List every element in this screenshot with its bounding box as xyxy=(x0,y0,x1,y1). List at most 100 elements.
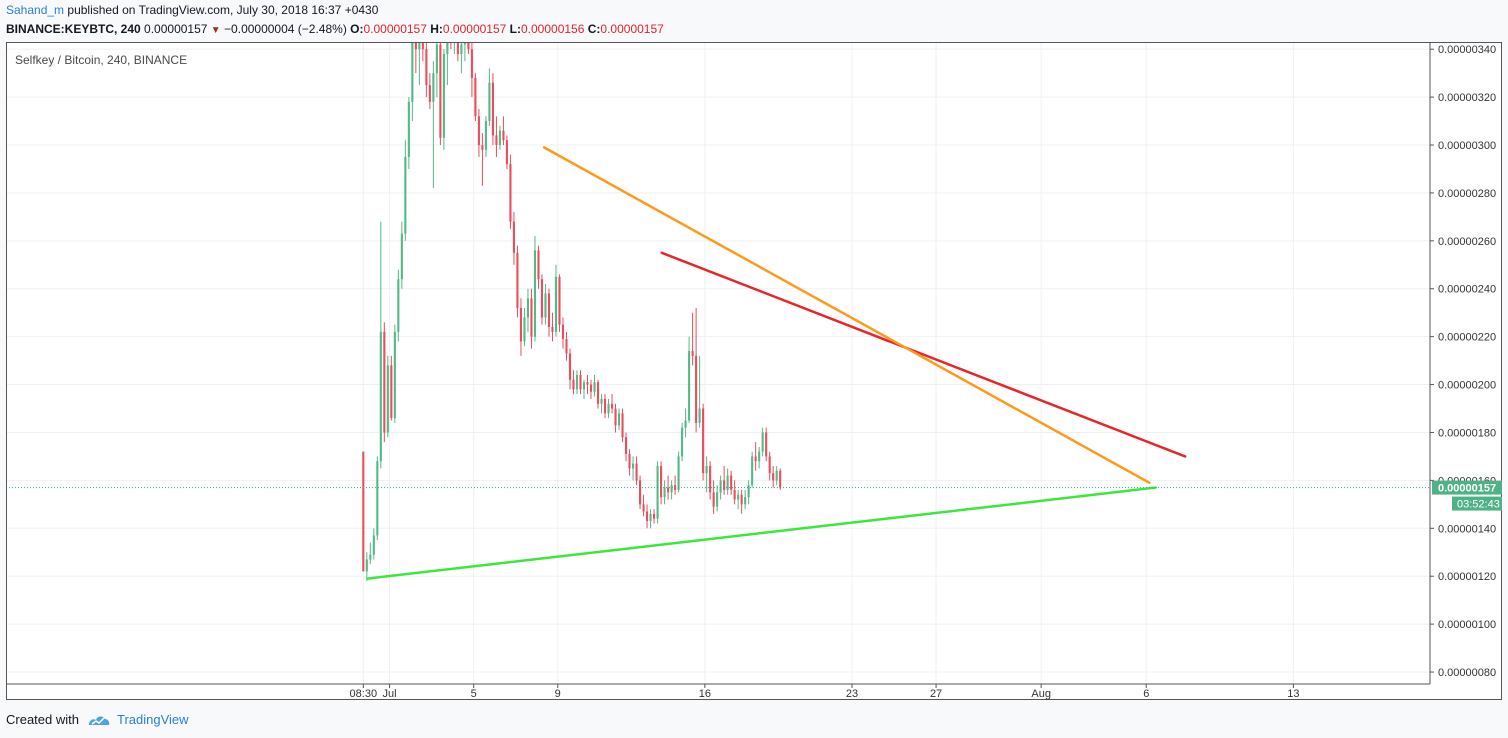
candle-up xyxy=(688,336,691,423)
author-link[interactable]: Sahand_m xyxy=(6,3,65,17)
candle-body xyxy=(765,432,768,457)
time-tick-label: 23 xyxy=(846,688,858,700)
candle-down xyxy=(474,73,477,122)
candle-down xyxy=(516,245,519,318)
candle-up xyxy=(523,307,526,347)
candle-body xyxy=(523,317,526,342)
candle-down xyxy=(519,298,523,356)
candle-body xyxy=(712,492,715,507)
close-label: C: xyxy=(587,22,601,36)
trendlines[interactable] xyxy=(366,146,1187,580)
candle-down xyxy=(754,442,757,471)
candle-body xyxy=(589,384,593,392)
candle-up xyxy=(617,408,621,431)
candle-body xyxy=(653,513,656,519)
price-change: −0.00000004 (−2.48%) xyxy=(224,22,347,36)
candle-body xyxy=(418,37,421,50)
candle-down xyxy=(610,394,614,414)
candle-body xyxy=(411,37,414,102)
open-label: O: xyxy=(350,22,364,36)
publish-info: Sahand_m published on TradingView.com, J… xyxy=(6,3,378,17)
candle-body xyxy=(737,494,740,500)
candle-body xyxy=(519,307,523,342)
candle-body xyxy=(624,437,628,455)
candle-down xyxy=(628,449,631,476)
candle-down xyxy=(596,379,600,409)
last-price: 0.00000157 xyxy=(144,22,208,36)
candle-body xyxy=(397,279,400,332)
candle-down xyxy=(603,394,607,419)
candle-down xyxy=(456,37,459,62)
candle-body xyxy=(467,37,470,50)
candle-down xyxy=(667,475,670,500)
candle-body xyxy=(488,82,491,122)
candle-up xyxy=(442,49,445,150)
candle-body xyxy=(747,485,750,498)
candle-down xyxy=(772,466,775,488)
candle-body xyxy=(460,44,463,54)
candle-body xyxy=(442,53,445,138)
candle-down xyxy=(709,461,712,500)
symbol-info-bar: BINANCE:KEYBTC, 240 0.00000157 ▼ −0.0000… xyxy=(6,22,664,36)
candle-body xyxy=(649,513,652,522)
footer: Created with TradingView xyxy=(6,712,189,727)
candle-body xyxy=(365,559,368,572)
candle-body xyxy=(362,451,365,572)
candle-down xyxy=(730,470,733,495)
candle-body xyxy=(516,252,519,308)
time-tick-label: 27 xyxy=(930,688,942,700)
candle-up xyxy=(386,355,389,438)
candle-body xyxy=(631,463,635,469)
candle-down xyxy=(740,489,743,514)
candle-down xyxy=(695,307,698,433)
candle-down xyxy=(481,133,484,186)
candle-down xyxy=(565,331,568,361)
candlestick-chart[interactable]: 0.00000340 0.00000320 0.00000300 0.00000280… xyxy=(6,37,1502,700)
candle-up xyxy=(726,468,729,495)
candle-down xyxy=(383,322,386,443)
time-tick-label: 08:30 xyxy=(350,688,378,700)
price-tick-label: 0.00000300 xyxy=(1438,140,1496,152)
chart-title: Selfkey / Bitcoin, 240, BINANCE xyxy=(15,53,187,67)
candle-up xyxy=(365,552,368,581)
tradingview-link[interactable]: TradingView xyxy=(87,712,189,727)
candle-body xyxy=(628,454,631,469)
candle-up xyxy=(751,451,754,488)
candle-up xyxy=(418,37,421,86)
candle-body xyxy=(709,466,712,493)
close-value: 0.00000157 xyxy=(600,22,664,36)
price-tick-label: 0.00000280 xyxy=(1438,188,1496,200)
trendline-red[interactable] xyxy=(660,251,1187,458)
trendline-green[interactable] xyxy=(366,486,1157,580)
candle-body xyxy=(670,485,673,493)
countdown-tag-label: 03:52:43 xyxy=(1457,499,1500,511)
candle-up xyxy=(737,489,740,510)
candle-down xyxy=(530,288,533,349)
candle-body xyxy=(775,470,778,481)
down-triangle-icon: ▼ xyxy=(210,25,221,36)
price-tick-label: 0.00000220 xyxy=(1438,332,1496,344)
candle-down xyxy=(642,494,645,517)
candle-body xyxy=(740,494,743,505)
candle-up xyxy=(575,370,579,395)
candle-body xyxy=(383,331,386,433)
chart-frame[interactable]: 0.00000340 0.00000320 0.00000300 0.00000280… xyxy=(6,37,1502,700)
candle-up xyxy=(411,37,414,122)
price-axis[interactable]: 0.00000340 0.00000320 0.00000300 0.00000280… xyxy=(1430,44,1496,679)
candle-body xyxy=(744,497,747,505)
candle-down xyxy=(779,468,782,490)
candle-body xyxy=(603,398,607,414)
price-tick-label: 0.00000120 xyxy=(1438,571,1496,583)
trendline-orange[interactable] xyxy=(542,146,1151,485)
candle-body xyxy=(726,475,729,490)
candle-down xyxy=(765,427,768,462)
published-text: published on TradingView.com, July 30, 2… xyxy=(67,3,379,17)
time-tick-label: 16 xyxy=(699,688,711,700)
candle-body xyxy=(509,164,512,222)
candle-up xyxy=(369,542,372,565)
candle-up xyxy=(747,480,750,505)
time-axis[interactable]: 08:30 Jul 5 9 16 23 27 Aug 6 13 xyxy=(350,684,1300,700)
candle-body xyxy=(386,365,389,433)
candle-down xyxy=(537,245,540,289)
candle-body xyxy=(474,77,477,117)
